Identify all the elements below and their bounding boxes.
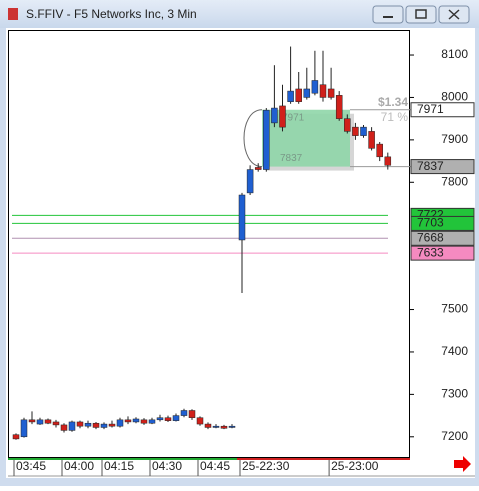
window-controls[interactable] — [372, 5, 470, 24]
candle-body — [368, 131, 375, 149]
level-label: 7668 — [417, 230, 444, 244]
x-tick-label: 25-23:00 — [331, 459, 379, 473]
y-tick-label: 8100 — [441, 47, 468, 61]
candle-body — [279, 105, 286, 128]
candle-body — [188, 410, 196, 418]
candle-body — [384, 156, 392, 166]
x-tick-label: 04:15 — [104, 459, 134, 473]
candle-body — [132, 418, 140, 423]
candle-body — [124, 419, 132, 423]
candle-body — [180, 410, 188, 416]
candle-body — [263, 109, 270, 170]
level-box — [410, 245, 475, 261]
level-box — [410, 159, 475, 175]
candle-body — [140, 419, 148, 424]
scroll-arrow[interactable] — [454, 456, 471, 472]
candle-body — [36, 419, 44, 425]
level-label: 7703 — [417, 216, 444, 230]
candle-body — [92, 422, 100, 428]
annotation-bottom: 7837 — [280, 153, 303, 164]
candle-body — [311, 80, 319, 94]
annotation-top: 7971 — [282, 112, 305, 123]
x-tick-label: 04:45 — [200, 459, 230, 473]
window-title: S.FFIV - F5 Networks Inc, 3 Min — [26, 7, 197, 21]
candle-body — [271, 107, 278, 124]
candle-body — [352, 126, 359, 136]
candle-body — [60, 424, 68, 431]
x-tick-label: 04:00 — [64, 459, 94, 473]
candle-body — [164, 417, 172, 421]
candle-body — [172, 415, 180, 421]
candle-body — [12, 434, 20, 440]
candle-body — [254, 167, 262, 170]
candle-body — [196, 417, 204, 425]
plot-frame — [8, 30, 410, 458]
candle-body — [68, 421, 76, 431]
y-tick-label: 7500 — [441, 302, 468, 316]
maximize-button[interactable] — [405, 5, 437, 24]
candle-body — [52, 421, 60, 426]
candle-body — [335, 95, 343, 119]
candle-body — [204, 423, 212, 428]
candle-body — [156, 417, 164, 421]
candle-body — [246, 169, 254, 194]
candle-body — [148, 419, 156, 424]
candle-body — [84, 422, 92, 427]
y-tick-label: 8000 — [441, 90, 468, 104]
level-label: 7633 — [417, 245, 444, 259]
candle-body — [376, 143, 383, 158]
level-label: 7971 — [417, 102, 444, 116]
candle-body — [100, 423, 108, 428]
candle-body — [108, 423, 116, 427]
y-tick-label: 7200 — [441, 429, 468, 443]
candle-body — [327, 88, 335, 98]
candle-body — [76, 421, 84, 427]
y-tick-label: 7800 — [441, 174, 468, 188]
candle-body — [44, 419, 52, 424]
candle-body — [28, 419, 36, 423]
level-box — [410, 102, 475, 118]
x-tick-label: 25-22:30 — [242, 459, 290, 473]
candle-body — [287, 90, 294, 102]
y-tick-label: 7300 — [441, 387, 468, 401]
y-tick-label: 7900 — [441, 132, 468, 146]
candle-body — [212, 425, 220, 428]
candle-body — [303, 88, 311, 98]
annotation-percent: 71 % — [381, 110, 409, 124]
candle-body — [344, 118, 351, 132]
candle-body — [360, 126, 367, 136]
annotation-arc — [243, 109, 263, 168]
y-tick-label: 7400 — [441, 344, 468, 358]
candle-body — [295, 88, 302, 102]
x-tick-label: 03:45 — [16, 459, 46, 473]
minimize-button[interactable] — [372, 5, 404, 24]
level-box — [410, 230, 475, 246]
app-icon — [8, 8, 18, 20]
candle-body — [20, 419, 28, 438]
level-box — [410, 215, 475, 231]
annotation-change: $1.34 — [378, 95, 408, 109]
candle-body — [116, 419, 124, 427]
candle-body — [228, 425, 236, 428]
candle-body — [220, 425, 228, 429]
candle-body — [319, 84, 327, 98]
level-label: 7837 — [417, 159, 444, 173]
x-tick-label: 04:30 — [152, 459, 182, 473]
candle-body — [238, 194, 246, 241]
